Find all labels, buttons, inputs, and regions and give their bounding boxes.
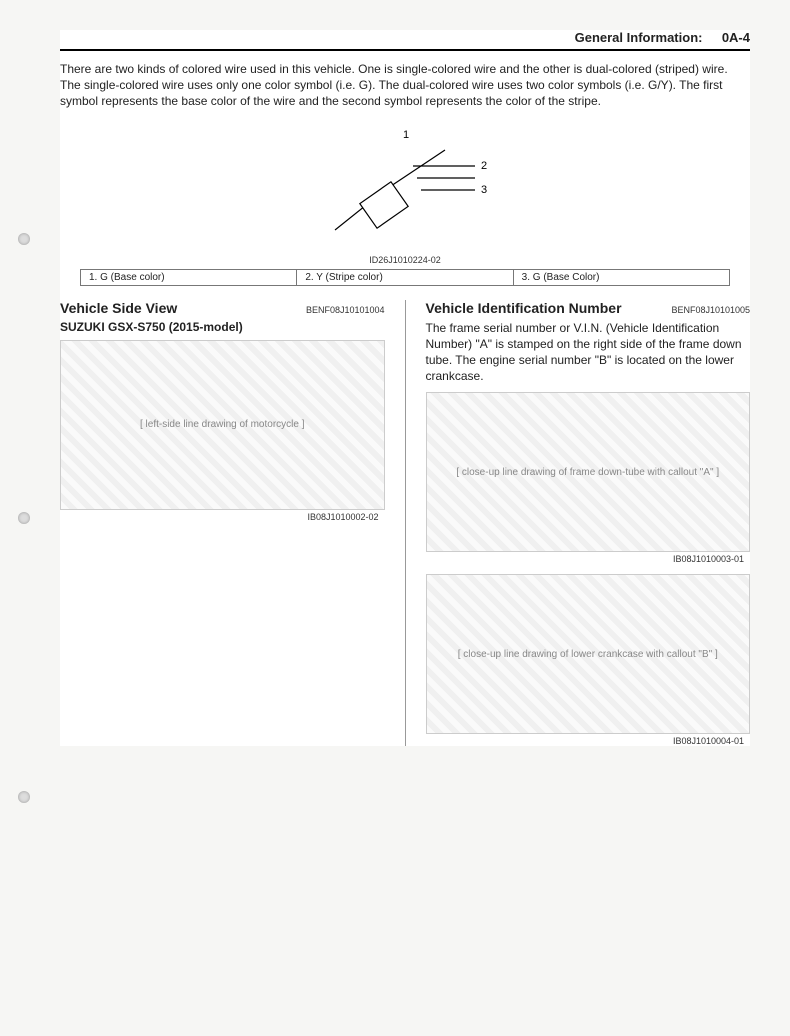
two-column-layout: Vehicle Side View BENF08J10101004 SUZUKI… — [60, 300, 750, 747]
binder-hole — [18, 233, 30, 245]
figure-id: IB08J1010004-01 — [426, 736, 751, 746]
vehicle-model: SUZUKI GSX-S750 (2015-model) — [60, 320, 385, 334]
right-column: Vehicle Identification Number BENF08J101… — [426, 300, 751, 747]
wire-legend: 1. G (Base color) 2. Y (Stripe color) 3.… — [80, 269, 730, 286]
vin-body-text: The frame serial number or V.I.N. (Vehic… — [426, 320, 751, 385]
page: General Information: 0A-4 There are two … — [60, 30, 750, 746]
figure-id: IB08J1010002-02 — [60, 512, 385, 522]
section-doc-id: BENF08J10101005 — [671, 305, 750, 315]
section-title: Vehicle Identification Number — [426, 300, 622, 316]
header-page-number: 0A-4 — [722, 30, 750, 45]
legend-item: 1. G (Base color) — [81, 270, 297, 285]
legend-item: 2. Y (Stripe color) — [297, 270, 513, 285]
binder-holes — [18, 0, 32, 1036]
wire-figure-id: ID26J1010224-02 — [60, 255, 750, 265]
wire-label-2: 2 — [481, 160, 487, 172]
binder-hole — [18, 512, 30, 524]
legend-item: 3. G (Base Color) — [514, 270, 729, 285]
wire-connector-icon: 1 2 3 — [295, 120, 515, 250]
header-section: General Information: — [575, 30, 703, 45]
section-title: Vehicle Side View — [60, 300, 177, 316]
intro-paragraph: There are two kinds of colored wire used… — [60, 61, 750, 110]
frame-vin-figure: [ close-up line drawing of frame down-tu… — [426, 392, 751, 552]
column-divider — [405, 300, 406, 747]
wire-label-3: 3 — [481, 184, 487, 196]
section-doc-id: BENF08J10101004 — [306, 305, 385, 315]
section-header: Vehicle Side View BENF08J10101004 — [60, 300, 385, 316]
page-header: General Information: 0A-4 — [60, 30, 750, 51]
engine-serial-figure: [ close-up line drawing of lower crankca… — [426, 574, 751, 734]
binder-hole — [18, 791, 30, 803]
motorcycle-figure: [ left-side line drawing of motorcycle ] — [60, 340, 385, 510]
wire-diagram: 1 2 3 ID26J1010224-02 — [60, 120, 750, 265]
left-column: Vehicle Side View BENF08J10101004 SUZUKI… — [60, 300, 385, 747]
figure-id: IB08J1010003-01 — [426, 554, 751, 564]
section-header: Vehicle Identification Number BENF08J101… — [426, 300, 751, 316]
wire-label-1: 1 — [403, 129, 409, 141]
